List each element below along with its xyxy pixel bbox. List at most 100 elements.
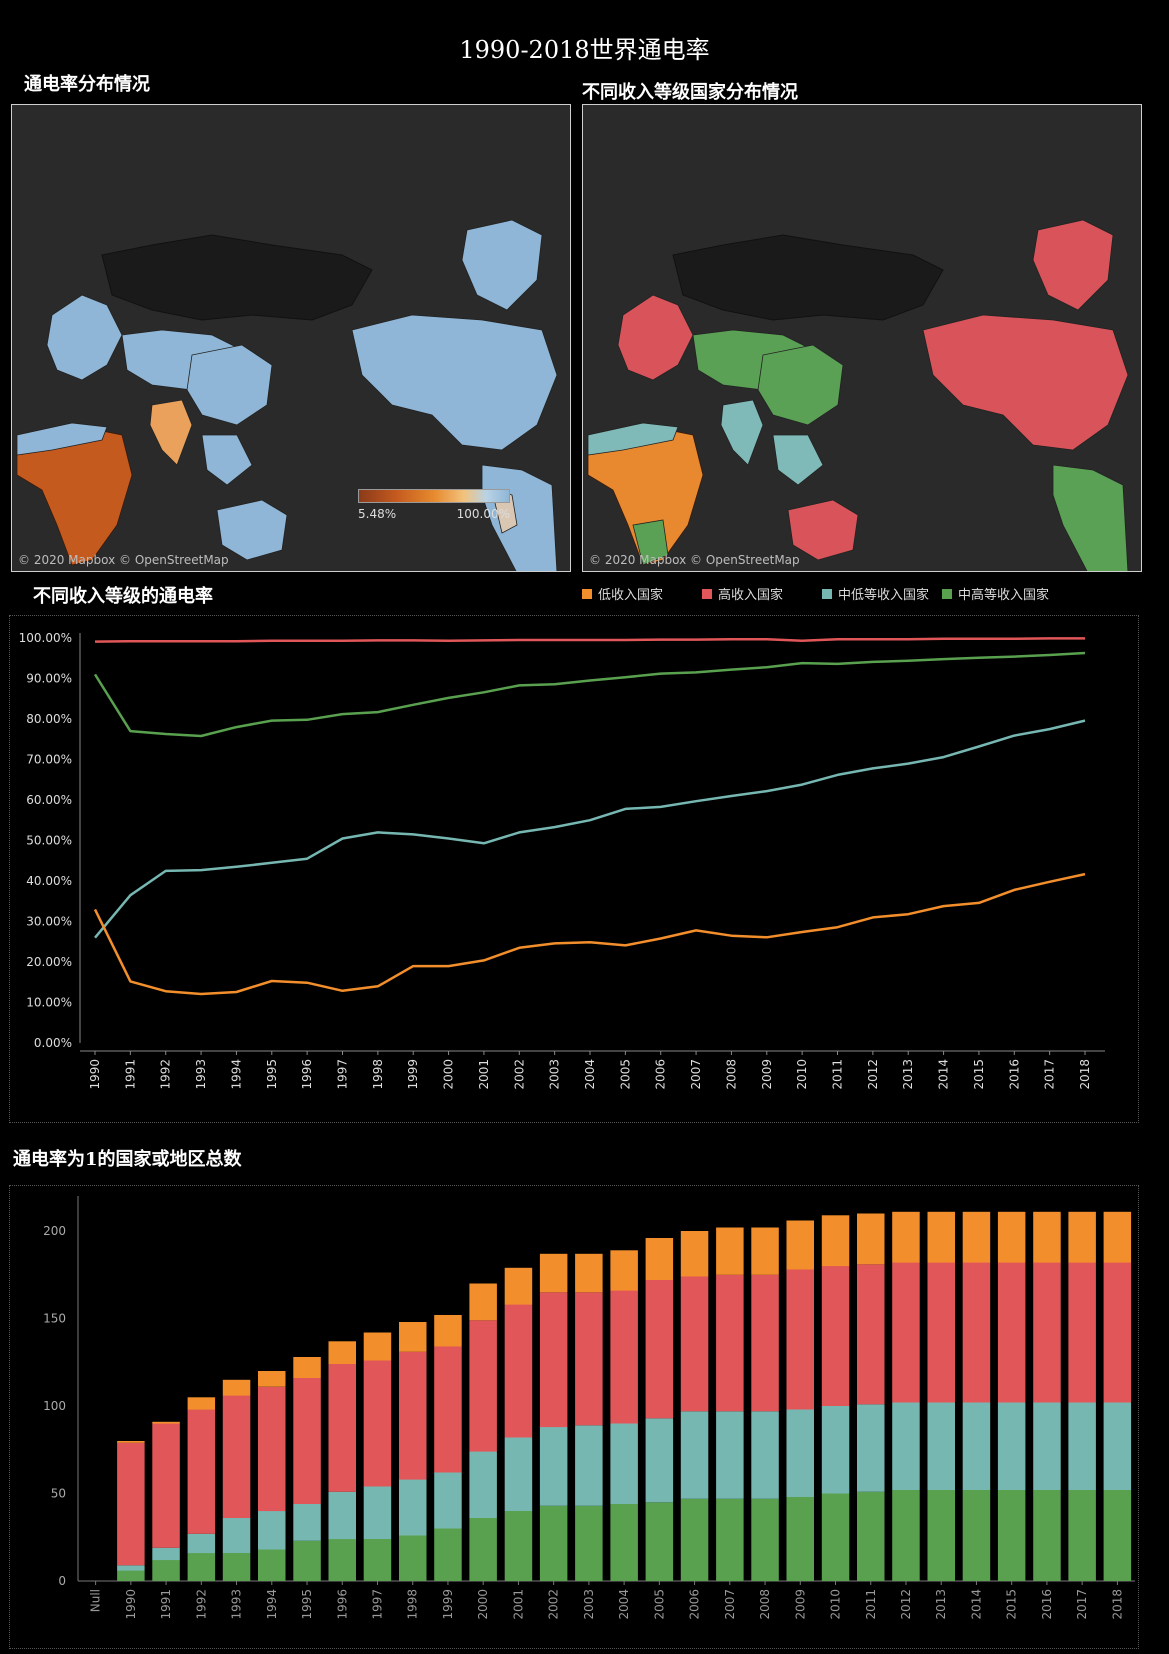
bar-segment-series-3[interactable] [857,1213,885,1265]
bar-segment-series-3[interactable] [539,1253,568,1293]
bar-segment-series-2[interactable] [716,1274,744,1412]
income-group-map[interactable]: © 2020 Mapbox © OpenStreetMap [582,104,1142,572]
bar-segment-series-2[interactable] [786,1269,815,1410]
bar-segment-series-2[interactable] [399,1351,427,1480]
bar-segment-series-2[interactable] [1103,1262,1132,1403]
bar-segment-series-2[interactable] [469,1320,497,1452]
bar-segment-series-0[interactable] [434,1528,462,1582]
bar-segment-series-1[interactable] [1068,1402,1096,1491]
bar-segment-series-0[interactable] [117,1570,145,1582]
map-credit[interactable]: © 2020 Mapbox © OpenStreetMap [18,553,229,567]
bar-segment-series-2[interactable] [821,1266,850,1406]
bar-segment-series-0[interactable] [610,1504,638,1581]
bar-segment-series-2[interactable] [962,1262,991,1403]
access-rate-map[interactable]: 5.48% 100.00% © 2020 Mapbox © OpenStreet… [11,104,571,572]
bar-segment-series-0[interactable] [962,1490,991,1581]
bar-segment-series-1[interactable] [680,1411,709,1499]
bar-segment-series-3[interactable] [187,1397,216,1410]
bar-segment-series-3[interactable] [1103,1211,1132,1263]
bar-segment-series-1[interactable] [716,1411,744,1499]
bar-segment-series-3[interactable] [363,1332,392,1361]
bar-segment-series-0[interactable] [857,1491,885,1582]
bar-segment-series-1[interactable] [152,1547,180,1561]
bar-segment-series-3[interactable] [293,1357,321,1378]
bar-segment-series-0[interactable] [751,1498,779,1582]
bar-segment-series-0[interactable] [680,1498,709,1582]
line-series-1[interactable] [93,651,1086,738]
bar-segment-series-1[interactable] [469,1451,497,1519]
bar-segment-series-1[interactable] [962,1402,991,1491]
bar-segment-series-0[interactable] [539,1505,568,1582]
line-series-0[interactable] [94,637,1085,643]
bar-segment-series-3[interactable] [1068,1211,1096,1263]
bar-segment-series-0[interactable] [1103,1490,1132,1581]
bar-segment-series-0[interactable] [892,1490,920,1581]
bar-segment-series-0[interactable] [152,1560,180,1581]
bar-segment-series-2[interactable] [1068,1262,1096,1403]
bar-segment-series-2[interactable] [1033,1262,1061,1403]
bar-segment-series-1[interactable] [857,1404,885,1492]
bar-segment-series-3[interactable] [152,1421,180,1424]
bar-segment-series-3[interactable] [892,1211,920,1263]
bar-segment-series-2[interactable] [645,1280,674,1419]
bar-segment-series-0[interactable] [469,1518,497,1581]
map-credit[interactable]: © 2020 Mapbox © OpenStreetMap [589,553,800,567]
bar-segment-series-3[interactable] [927,1211,956,1263]
bar-segment-series-2[interactable] [539,1292,568,1428]
bar-segment-series-2[interactable] [187,1409,216,1534]
bar-segment-series-1[interactable] [363,1486,392,1540]
bar-segment-series-3[interactable] [751,1227,779,1275]
bar-segment-series-3[interactable] [117,1441,145,1443]
bar-segment-series-3[interactable] [258,1371,286,1387]
legend-item-low-income[interactable]: 低收入国家 [582,584,663,603]
bar-segment-series-2[interactable] [610,1290,638,1424]
legend-item-lower-middle-income[interactable]: 中低等收入国家 [822,584,929,603]
bar-segment-series-1[interactable] [997,1402,1026,1491]
bar-segment-series-2[interactable] [117,1442,145,1566]
bar-segment-series-0[interactable] [399,1535,427,1582]
bar-segment-series-0[interactable] [1068,1490,1096,1581]
bar-segment-series-0[interactable] [821,1493,850,1582]
bar-segment-series-1[interactable] [1033,1402,1061,1491]
bar-segment-series-1[interactable] [222,1518,251,1553]
bar-segment-series-1[interactable] [258,1511,286,1550]
bar-segment-series-1[interactable] [117,1565,145,1571]
bar-segment-series-3[interactable] [680,1231,709,1277]
bar-segment-series-3[interactable] [328,1341,357,1364]
bar-segment-series-2[interactable] [222,1395,251,1519]
bar-segment-series-2[interactable] [328,1364,357,1492]
bar-segment-series-0[interactable] [187,1553,216,1581]
bar-segment-series-2[interactable] [680,1276,709,1412]
bar-segment-series-0[interactable] [716,1498,744,1582]
line-series-2[interactable] [94,719,1086,939]
bar-segment-series-3[interactable] [997,1211,1026,1263]
bar-segment-series-1[interactable] [751,1411,779,1499]
bar-segment-series-0[interactable] [363,1539,392,1581]
bar-segment-series-1[interactable] [504,1437,533,1512]
bar-segment-series-1[interactable] [645,1418,674,1503]
line-series-3[interactable] [93,872,1086,996]
bar-segment-series-0[interactable] [328,1539,357,1581]
bar-segment-series-0[interactable] [222,1553,251,1581]
bar-segment-series-2[interactable] [892,1262,920,1403]
bar-segment-series-2[interactable] [927,1262,956,1403]
bar-segment-series-2[interactable] [751,1274,779,1412]
bar-segment-series-1[interactable] [575,1425,603,1506]
bar-segment-series-1[interactable] [821,1406,850,1494]
bar-segment-series-1[interactable] [399,1479,427,1536]
bar-segment-series-1[interactable] [1103,1402,1132,1491]
bar-segment-series-2[interactable] [997,1262,1026,1403]
bar-segment-series-0[interactable] [1033,1490,1061,1581]
bar-segment-series-3[interactable] [575,1253,603,1293]
bar-segment-series-3[interactable] [610,1250,638,1291]
bar-segment-series-1[interactable] [892,1402,920,1491]
bar-segment-series-2[interactable] [504,1304,533,1438]
bar-segment-series-0[interactable] [293,1540,321,1582]
bar-segment-series-2[interactable] [152,1423,180,1548]
legend-item-high-income[interactable]: 高收入国家 [702,584,783,603]
bar-segment-series-1[interactable] [187,1533,216,1554]
bar-segment-series-1[interactable] [328,1491,357,1540]
bar-segment-series-3[interactable] [962,1211,991,1263]
bar-segment-series-2[interactable] [434,1346,462,1473]
bar-segment-series-3[interactable] [222,1379,251,1396]
